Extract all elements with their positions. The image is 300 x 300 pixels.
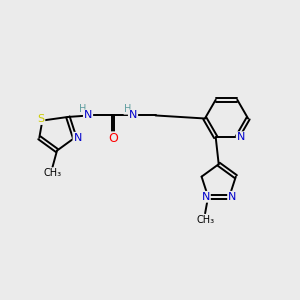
- Text: H: H: [79, 104, 87, 114]
- Text: H: H: [124, 104, 132, 114]
- Text: N: N: [202, 192, 210, 202]
- Text: N: N: [237, 132, 245, 142]
- Text: CH₃: CH₃: [44, 168, 62, 178]
- Text: CH₃: CH₃: [196, 215, 214, 225]
- Text: N: N: [129, 110, 137, 121]
- Text: N: N: [228, 192, 236, 202]
- Text: O: O: [108, 132, 118, 146]
- Text: N: N: [74, 133, 82, 143]
- Text: N: N: [84, 110, 92, 121]
- Text: S: S: [37, 114, 44, 124]
